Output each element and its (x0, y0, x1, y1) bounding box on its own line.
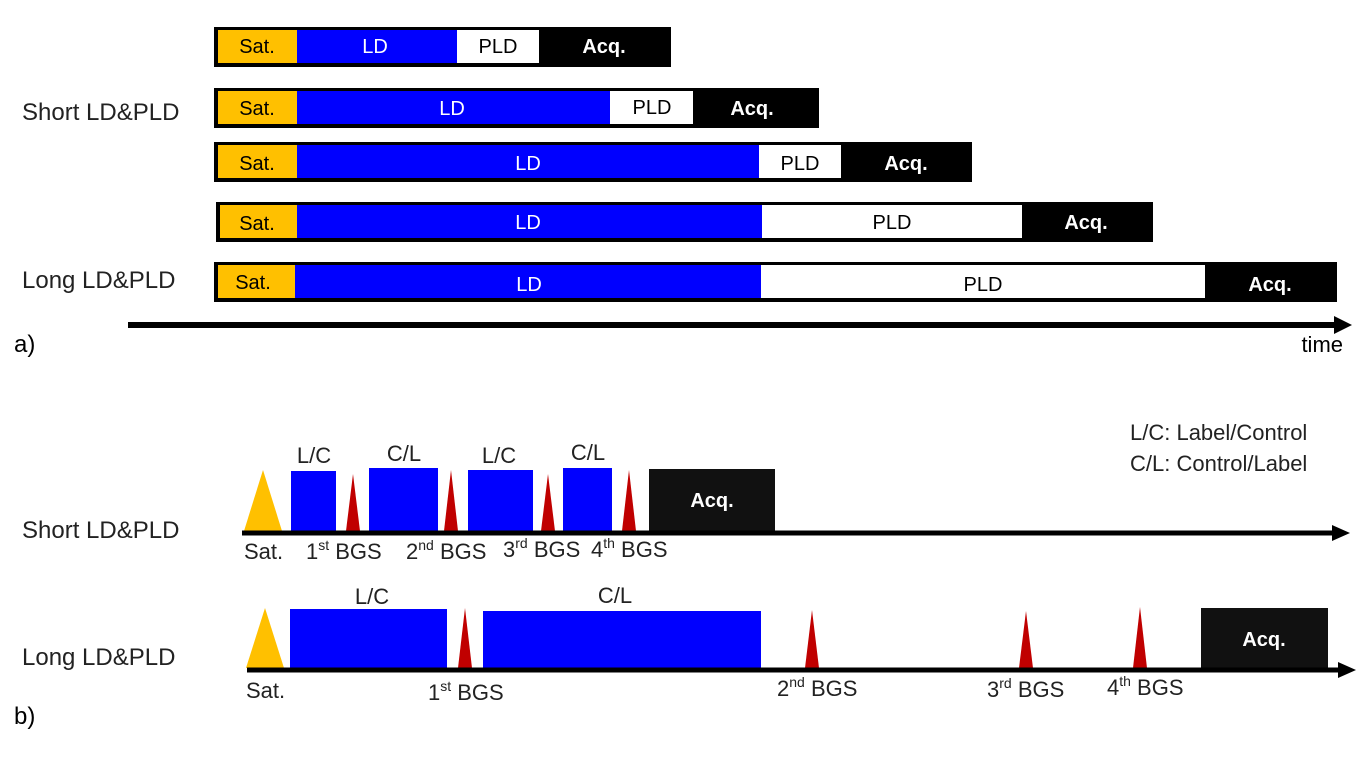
pld-label: PLD (781, 153, 820, 175)
bgs-pulse-icon (541, 474, 555, 531)
timeline-row-4: Sat. LD PLD Acq. (216, 202, 1153, 242)
sat-pulse-icon (246, 608, 284, 668)
timeline-row-2: Short LD&PLD Sat. LD PLD Acq. (22, 88, 819, 128)
bgs-label: 2nd BGS (406, 537, 486, 564)
sat-label: Sat. (239, 98, 275, 120)
arrow-head-icon (1332, 525, 1350, 541)
short-sequence: Short LD&PLD Acq. L/C C/L L/C C/L Sat. 1… (22, 440, 1350, 564)
legend-cl: C/L: Control/Label (1130, 451, 1307, 476)
sat-segment (218, 30, 297, 63)
bgs-label: 1st BGS (428, 678, 504, 705)
bgs-label: 2nd BGS (777, 674, 857, 701)
pld-segment (762, 205, 1022, 238)
ld-segment (297, 91, 610, 124)
acq-label: Acq. (690, 490, 733, 512)
sat-label: Sat. (244, 539, 283, 564)
row-label-short: Short LD&PLD (22, 99, 179, 126)
legend-lc: L/C: Label/Control (1130, 420, 1307, 445)
bgs-pulse-icon (458, 608, 472, 668)
bgs-label: 3rd BGS (987, 675, 1064, 702)
label-control-block (290, 609, 447, 668)
pld-segment (457, 30, 539, 63)
row-label-long: Long LD&PLD (22, 644, 175, 671)
acq-block (649, 469, 775, 531)
timeline-row-5: Long LD&PLD Sat. LD PLD Acq. (22, 262, 1337, 302)
acq-label: Acq. (884, 153, 927, 175)
block-label: L/C (355, 584, 389, 609)
sat-segment (218, 145, 297, 178)
acq-block (1201, 608, 1328, 668)
sat-pulse-icon (244, 470, 282, 531)
ld-segment (297, 205, 762, 238)
label-control-block (291, 471, 336, 531)
label-control-block (468, 470, 533, 531)
label-control-block (369, 468, 438, 531)
bgs-label: 3rd BGS (503, 535, 580, 562)
acq-label: Acq. (1242, 629, 1285, 651)
time-axis-label: time (1301, 332, 1343, 357)
pld-label: PLD (964, 274, 1003, 296)
sat-label: Sat. (235, 272, 271, 294)
bgs-pulse-icon (1019, 611, 1033, 668)
ld-label: LD (515, 153, 541, 175)
ld-segment (297, 30, 457, 63)
ld-label: LD (516, 274, 542, 296)
acq-label: Acq. (1064, 212, 1107, 234)
ld-label: LD (439, 98, 465, 120)
sat-label: Sat. (239, 213, 275, 235)
long-sequence: Long LD&PLD Acq. L/C C/L Sat. 1st BGS 2n… (22, 583, 1356, 705)
panel-a: Sat. LD PLD Acq. Short LD&PLD Sat. LD PL… (14, 27, 1352, 358)
pld-segment (759, 145, 841, 178)
sat-label: Sat. (239, 36, 275, 58)
panel-label-a: a) (14, 331, 35, 358)
pld-segment (761, 265, 1205, 298)
bgs-pulse-icon (444, 470, 458, 531)
block-label: C/L (387, 441, 421, 466)
block-label: C/L (571, 440, 605, 465)
row-label-short: Short LD&PLD (22, 517, 179, 544)
block-label: L/C (297, 443, 331, 468)
timeline-row-1: Sat. LD PLD Acq. (214, 27, 671, 67)
block-label: L/C (482, 443, 516, 468)
arrow-head-icon (1338, 662, 1356, 678)
sat-label: Sat. (239, 153, 275, 175)
panel-label-b: b) (14, 703, 35, 730)
timeline-row-3: Sat. LD PLD Acq. (214, 142, 972, 182)
sat-segment (220, 205, 297, 238)
pld-segment (610, 91, 693, 124)
acq-label: Acq. (582, 36, 625, 58)
bgs-pulse-icon (805, 610, 819, 668)
ld-segment (297, 145, 759, 178)
time-axis: time (128, 316, 1352, 357)
row-label-long: Long LD&PLD (22, 267, 175, 294)
sat-segment (218, 265, 295, 298)
bgs-label: 1st BGS (306, 537, 382, 564)
bgs-pulse-icon (622, 470, 636, 531)
bgs-pulse-icon (1133, 607, 1147, 668)
bgs-label: 4th BGS (1107, 673, 1184, 700)
ld-label: LD (515, 212, 541, 234)
sat-label: Sat. (246, 678, 285, 703)
bgs-label: 4th BGS (591, 535, 668, 562)
block-label: C/L (598, 583, 632, 608)
pld-label: PLD (633, 97, 672, 119)
label-control-block (483, 611, 761, 668)
ld-label: LD (362, 36, 388, 58)
pld-label: PLD (873, 212, 912, 234)
acq-label: Acq. (730, 98, 773, 120)
bgs-pulse-icon (346, 474, 360, 531)
sat-segment (218, 91, 297, 124)
acq-label: Acq. (1248, 274, 1291, 296)
ld-segment (295, 265, 761, 298)
panel-b: L/C: Label/Control C/L: Control/Label Sh… (14, 420, 1356, 730)
pld-label: PLD (479, 36, 518, 58)
arrow-head-icon (1334, 316, 1352, 334)
label-control-block (563, 468, 612, 531)
